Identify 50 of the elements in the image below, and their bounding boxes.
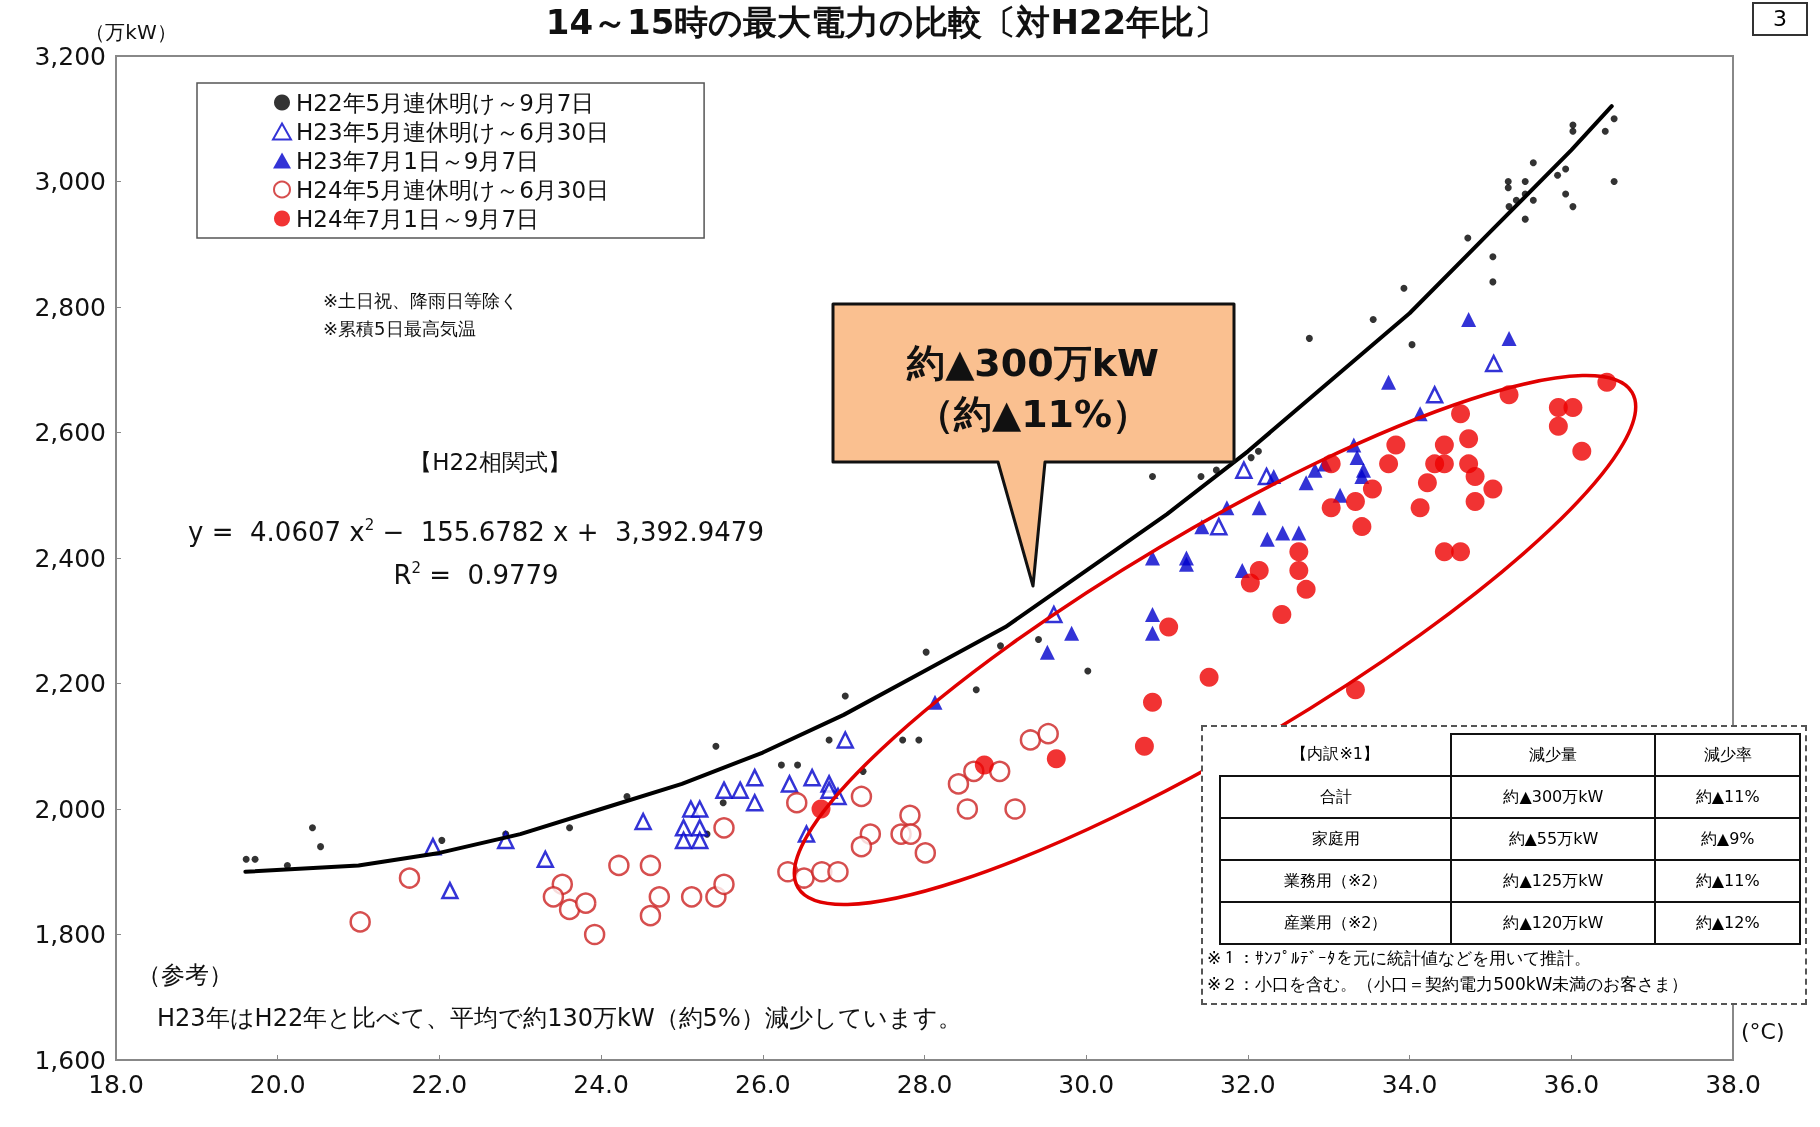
annotation: （参考） [137, 961, 233, 989]
annotation: 【H22相関式】 [409, 449, 571, 475]
legend-label: H24年5月連休明け～6月30日 [296, 176, 610, 203]
annotation: 減少量 [1451, 734, 1656, 776]
x-tick-label: 28.0 [896, 1070, 953, 1099]
y-tick-label: 2,800 [34, 292, 106, 322]
annotation: 約▲120万kW [1451, 902, 1656, 944]
y-tick-label: 2,000 [34, 794, 106, 824]
x-tick-label: 34.0 [1381, 1070, 1438, 1099]
annotation: 約▲11% [1655, 860, 1800, 902]
x-tick-label: 20.0 [249, 1070, 306, 1099]
annotation: 約▲300万kW [1451, 776, 1656, 818]
annotation: 産業用（※2） [1220, 902, 1452, 944]
y-tick-label: 2,400 [34, 543, 106, 573]
annotation: （約▲11%） [915, 390, 1151, 438]
annotation: 約▲11% [1655, 776, 1800, 818]
chart-title: 14～15時の最大電力の比較〔対H22年比〕 [545, 2, 1229, 42]
annotation: 約▲9% [1655, 818, 1800, 860]
annotation: 約▲12% [1655, 902, 1800, 944]
annotation: ※１：ｻﾝﾌﾟﾙﾃﾞｰﾀを元に統計値などを用いて推計。 [1207, 947, 1593, 970]
legend-label: H22年5月連休明け～9月7日 [296, 89, 595, 116]
x-tick-label: 26.0 [734, 1070, 791, 1099]
x-tick-label: 30.0 [1058, 1070, 1115, 1099]
annotation: 業務用（※2） [1220, 860, 1452, 902]
text: 3 [1752, 2, 1808, 36]
annotation: 家庭用 [1220, 818, 1452, 860]
annotation: 約▲55万kW [1451, 818, 1656, 860]
legend-label: H23年5月連休明け～6月30日 [296, 118, 610, 145]
annotation: H23年はH22年と比べて、平均で約130万kW（約5%）減少しています。 [157, 1004, 962, 1032]
x-tick-label: 36.0 [1543, 1070, 1600, 1099]
y-tick-label: 2,600 [34, 418, 106, 447]
annotation: ※累積5日最高気温 [323, 317, 476, 339]
annotation: 【内訳※1】 [1290, 743, 1380, 765]
legend-label: H23年7月1日～9月7日 [296, 147, 540, 174]
y-tick-label: 3,000 [34, 167, 106, 196]
y-tick-label: 1,800 [34, 920, 106, 949]
annotation: ※２：小口を含む。（小口＝契約電力500kW未満のお客さま） [1207, 973, 1690, 996]
x-tick-label: 22.0 [411, 1070, 468, 1099]
annotation: 約▲125万kW [1451, 860, 1656, 902]
x-tick-label: 32.0 [1220, 1070, 1276, 1099]
x-axis-title: (°C) [1741, 1018, 1785, 1044]
y-axis-title: （万kW） [85, 20, 177, 44]
annotation: ※土日祝、降雨日等除く [323, 289, 519, 311]
y-tick-label: 2,200 [34, 669, 106, 698]
annotation: 減少率 [1655, 734, 1800, 776]
x-tick-label: 38.0 [1705, 1070, 1761, 1099]
annotation: 約▲300万kW [907, 339, 1159, 387]
x-tick-label: 24.0 [573, 1070, 629, 1099]
annotation: 合計 [1220, 776, 1452, 818]
legend-label: H24年7月1日～9月7日 [296, 205, 540, 232]
